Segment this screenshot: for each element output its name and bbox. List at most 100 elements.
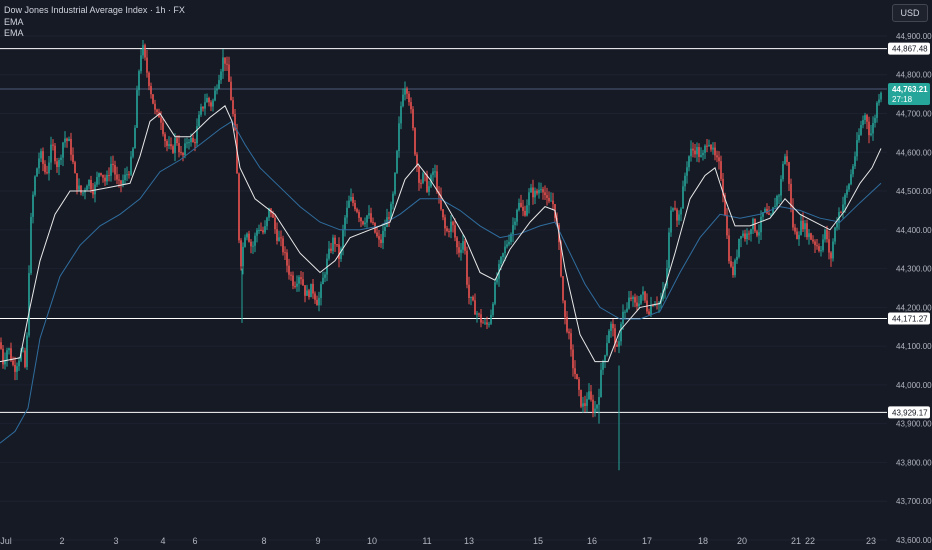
candle-body: [678, 214, 680, 221]
candle-body: [706, 145, 708, 147]
candle-body: [518, 202, 520, 210]
candle-body: [376, 232, 378, 237]
candle-body: [728, 235, 730, 262]
candle-body: [540, 189, 542, 191]
time-tick-label: 18: [698, 536, 708, 546]
time-tick-label: 4: [160, 536, 165, 546]
candle-body: [512, 225, 514, 235]
candle-body: [690, 148, 692, 157]
candle-body: [24, 350, 26, 367]
candle-body: [824, 229, 826, 240]
candle-body: [864, 115, 866, 120]
candle-body: [638, 303, 640, 307]
candle-body: [776, 195, 778, 206]
candle-body: [164, 134, 166, 142]
candle-body: [666, 267, 668, 286]
candle-body: [90, 180, 92, 190]
candle-body: [178, 143, 180, 153]
candle-body: [340, 248, 342, 259]
candle-body: [684, 175, 686, 187]
candle-body: [572, 349, 574, 369]
candle-body: [522, 206, 524, 211]
candle-body: [550, 200, 552, 202]
candle-body: [478, 313, 480, 315]
ema-slow-line: [0, 120, 882, 444]
candle-body: [118, 179, 120, 181]
candle-body: [822, 239, 824, 251]
candle-body: [366, 215, 368, 223]
candle-body: [22, 350, 24, 352]
time-tick-label: 13: [464, 536, 474, 546]
candle-body: [202, 106, 204, 109]
candle-body: [382, 230, 384, 244]
candle-body: [428, 186, 430, 192]
candle-body: [40, 151, 42, 159]
candle-body: [488, 323, 490, 325]
price-tick-label: 43,600.00: [896, 536, 932, 545]
candle-body: [744, 233, 746, 240]
candle-body: [214, 90, 216, 101]
indicator-ema-2[interactable]: EMA: [4, 28, 24, 38]
candle-body: [104, 177, 106, 182]
candle-body: [466, 250, 468, 285]
candle-body: [508, 241, 510, 245]
candle-body: [600, 369, 602, 397]
candle-body: [576, 374, 578, 380]
currency-button[interactable]: USD: [892, 4, 928, 22]
candle-body: [282, 238, 284, 253]
candle-body: [686, 167, 688, 176]
candle-body: [132, 148, 134, 157]
candle-body: [414, 128, 416, 155]
candlesticks: [0, 39, 882, 471]
candle-body: [786, 156, 788, 163]
candle-body: [378, 236, 380, 240]
price-tick-label: 44,900.00: [896, 32, 932, 41]
candle-body: [462, 241, 464, 250]
candle-body: [492, 303, 494, 315]
candle-body: [162, 122, 164, 135]
candle-body: [216, 88, 218, 91]
price-tick-label: 44,300.00: [896, 265, 932, 274]
candle-body: [130, 156, 132, 175]
candle-body: [542, 189, 544, 193]
candle-body: [448, 231, 450, 233]
candle-body: [616, 344, 618, 347]
candle-body: [732, 266, 734, 276]
candle-body: [68, 138, 70, 141]
time-tick-label: 8: [261, 536, 266, 546]
level-labels: 44,867.48 44,171.27 43,929.17 44,763.2127:1…: [888, 42, 930, 419]
candle-body: [626, 308, 628, 312]
candle-body: [772, 207, 774, 215]
indicator-ema-1[interactable]: EMA: [4, 17, 24, 27]
candle-body: [320, 284, 322, 298]
candle-body: [790, 183, 792, 207]
candle-body: [240, 240, 242, 267]
candle-body: [140, 55, 142, 72]
candle-body: [272, 213, 274, 218]
candle-body: [748, 233, 750, 235]
time-tick-label: 21: [791, 536, 801, 546]
candle-body: [676, 209, 678, 221]
candle-body: [446, 228, 448, 232]
candle-body: [584, 403, 586, 406]
candle-body: [208, 98, 210, 103]
candle-body: [842, 204, 844, 213]
price-tick-label: 44,800.00: [896, 71, 932, 80]
candle-body: [818, 246, 820, 251]
candle-body: [472, 296, 474, 301]
candle-body: [592, 399, 594, 413]
candle-body: [398, 123, 400, 151]
candle-body: [92, 189, 94, 195]
candle-body: [62, 142, 64, 158]
candle-body: [42, 151, 44, 164]
candle-body: [854, 156, 856, 167]
candle-body: [850, 174, 852, 185]
candle-body: [192, 138, 194, 143]
candle-body: [476, 313, 478, 315]
candle-body: [502, 253, 504, 257]
candle-body: [632, 297, 634, 299]
candle-body: [352, 196, 354, 204]
candle-body: [702, 152, 704, 156]
candle-body: [836, 222, 838, 228]
